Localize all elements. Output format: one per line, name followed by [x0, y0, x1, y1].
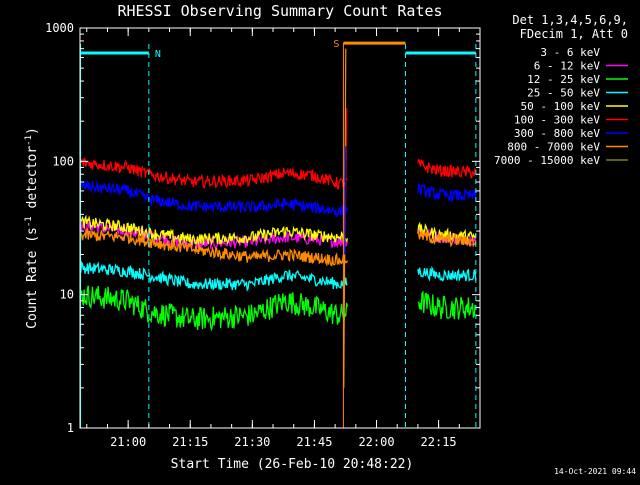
series-5-trace-0: [79, 157, 348, 190]
legend: Det 1,3,4,5,6,9, FDecim 1, Att 0 3 - 6 k…: [494, 13, 628, 167]
series-7-trace-0: [79, 227, 348, 267]
x-tick-label-0: 21:00: [110, 435, 146, 449]
x-tick-label-4: 22:00: [358, 435, 394, 449]
series-3: [79, 260, 477, 292]
timestamp: 14-Oct-2021 09:44: [554, 467, 636, 476]
legend-label-1: 6 - 12 keV: [534, 60, 601, 73]
legend-label-7: 800 - 7000 keV: [507, 141, 600, 154]
series-3-trace-0: [79, 260, 348, 292]
series-4-trace-0: [79, 214, 349, 246]
series-6: [79, 180, 477, 218]
plot-frame: [79, 27, 481, 429]
series-6-trace-0: [79, 180, 349, 218]
flag-0: N: [80, 49, 161, 60]
flag-1: S: [333, 39, 406, 50]
series-6-trace-1: [417, 182, 477, 204]
spike-blue: [344, 146, 347, 255]
legend-label-4: 50 - 100 keV: [521, 100, 601, 113]
y-axis-label-end: ): [25, 127, 40, 135]
legend-label-6: 300 - 800 keV: [514, 127, 600, 140]
series-5: [79, 157, 477, 190]
y-tick-label-1: 10: [60, 288, 74, 302]
legend-label-8: 7000 - 15000 keV: [494, 154, 600, 167]
legend-label-2: 12 - 25 keV: [527, 73, 600, 86]
legend-header-line-2: FDecim 1, Att 0: [520, 27, 628, 41]
series-2: [79, 285, 477, 332]
y-axis-label-sup1: -1: [24, 216, 34, 227]
y-axis-label-sup2: -1: [24, 135, 34, 146]
x-tick-label-3: 21:45: [296, 435, 332, 449]
series-2-trace-1: [417, 290, 477, 320]
y-axis: 1 10 100 1000: [45, 21, 480, 435]
flag-1-label: S: [333, 39, 339, 50]
legend-label-5: 100 - 300 keV: [514, 114, 600, 127]
flag-0-label: N: [155, 49, 161, 60]
series-7: [79, 227, 477, 267]
y-tick-label-2: 100: [52, 154, 74, 168]
y-tick-label-0: 1: [67, 421, 74, 435]
legend-label-3: 25 - 50 keV: [527, 87, 600, 100]
x-axis: 21:00 21:15 21:30 21:45 22:00 22:15: [86, 28, 460, 449]
x-tick-label-2: 21:30: [234, 435, 270, 449]
legend-label-0: 3 - 6 keV: [540, 46, 600, 59]
y-tick-label-3: 1000: [45, 21, 74, 35]
series-7-trace-1: [417, 229, 477, 248]
series-2-trace-0: [79, 285, 349, 332]
y-axis-label-main: Count Rate (s: [25, 227, 40, 329]
x-axis-label: Start Time (26-Feb-10 20:48:22): [171, 457, 414, 472]
series-5-trace-1: [417, 158, 477, 179]
x-tick-label-5: 22:15: [421, 435, 457, 449]
x-tick-label-1: 21:15: [172, 435, 208, 449]
series-3-trace-1: [417, 265, 477, 283]
chart-title: RHESSI Observing Summary Count Rates: [117, 2, 442, 20]
y-axis-label-mid: detector: [25, 146, 40, 217]
y-axis-label: Count Rate (s-1 detector-1): [24, 127, 40, 329]
legend-header-line-1: Det 1,3,4,5,6,9,: [512, 13, 628, 27]
flare-spike: [343, 48, 348, 388]
